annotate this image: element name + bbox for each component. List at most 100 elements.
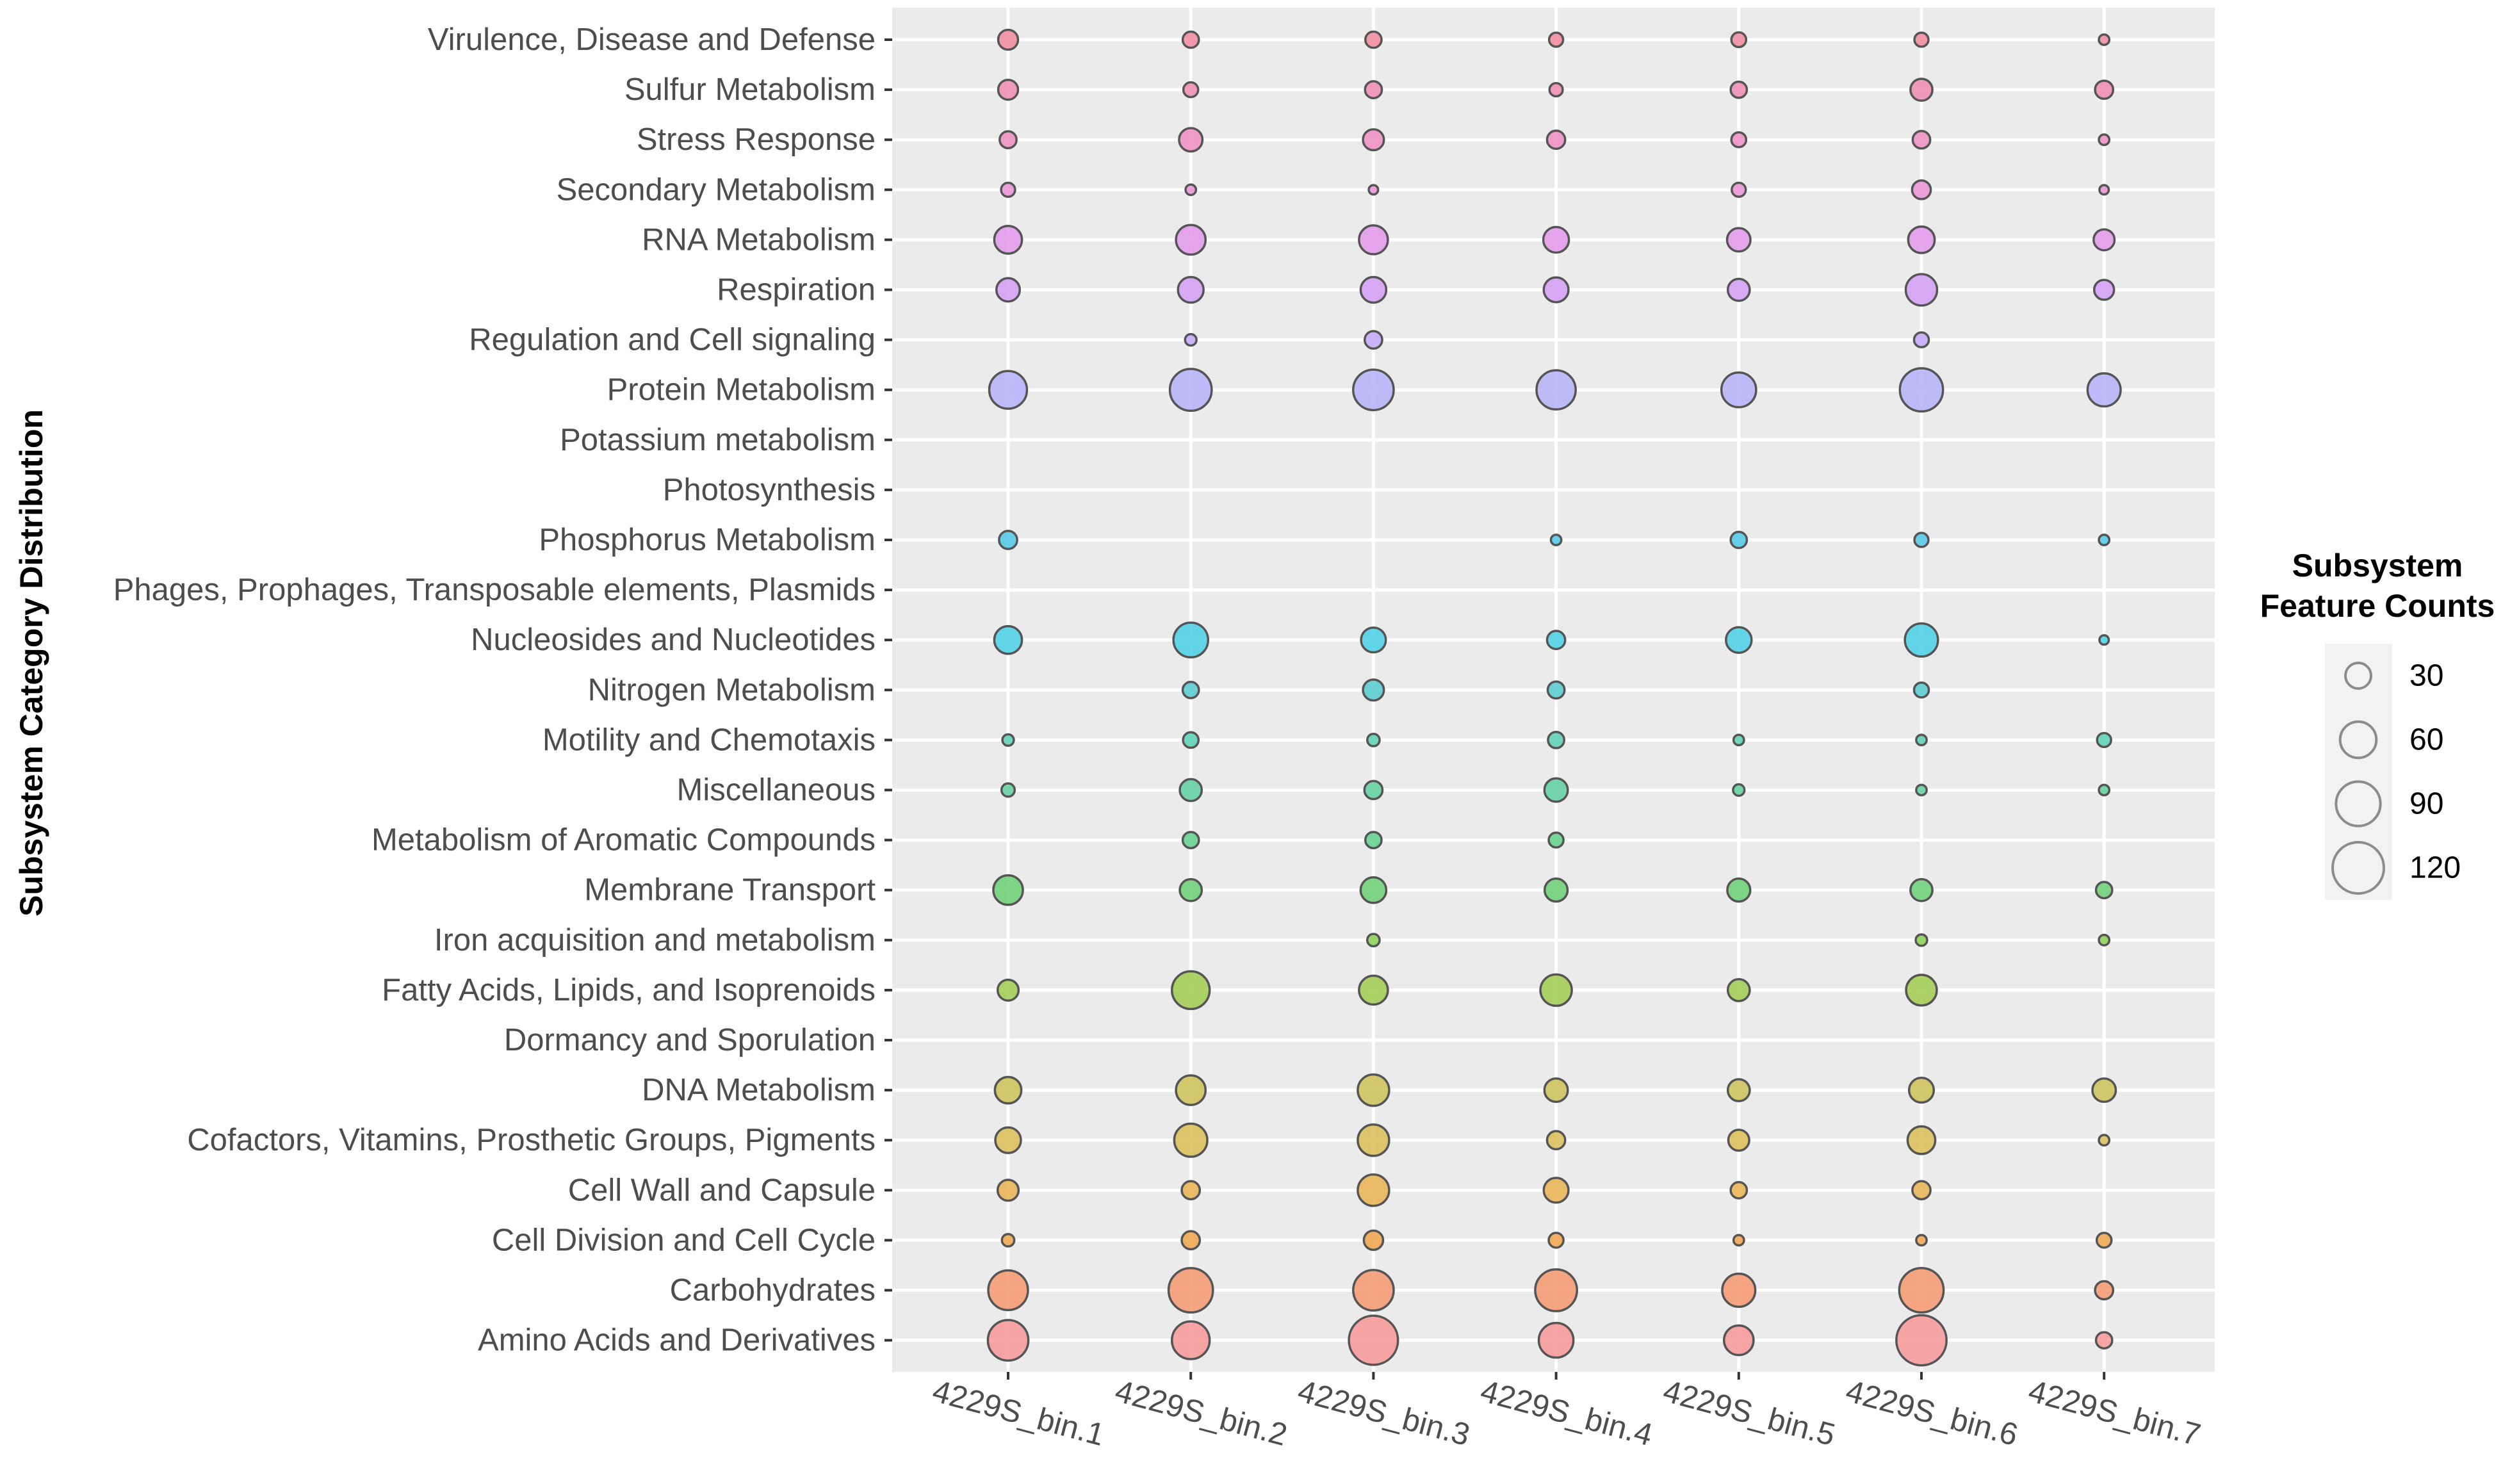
data-bubble (1365, 732, 1381, 747)
data-bubble (1172, 621, 1210, 659)
data-bubble (1367, 184, 1380, 196)
x-tick-label: 4229S_bin.6 (1842, 1374, 2021, 1453)
data-bubble (1000, 181, 1016, 198)
data-bubble (1359, 275, 1388, 304)
data-bubble (997, 28, 1020, 51)
y-tick-label: Nitrogen Metabolism (588, 673, 876, 707)
data-bubble (1726, 978, 1751, 1002)
legend-size-label: 60 (2409, 723, 2443, 757)
data-bubble (1359, 876, 1388, 904)
data-bubble (2094, 79, 2115, 100)
x-tick-label: 4229S_bin.4 (1477, 1374, 1656, 1453)
data-bubble (1000, 782, 1016, 798)
data-bubble (1173, 1122, 1209, 1158)
y-tick-label: Amino Acids and Derivatives (478, 1323, 876, 1358)
y-tick-label: Phosphorus Metabolism (539, 523, 876, 557)
data-bubble (1543, 877, 1569, 903)
data-bubble (1545, 129, 1567, 151)
data-bubble (2098, 133, 2111, 147)
data-bubble (1547, 31, 1565, 48)
x-tick-label: 4229S_bin.3 (1294, 1374, 1474, 1453)
y-tick-label: Respiration (717, 273, 876, 307)
x-tick-label: 4229S_bin.7 (2025, 1374, 2204, 1453)
data-bubble (994, 1126, 1022, 1154)
x-axis: 4229S_bin.1 4229S_bin.2 4229S_bin.3 4229S_b… (929, 1372, 2204, 1453)
data-bubble (1546, 680, 1566, 700)
data-bubble (1545, 630, 1567, 651)
y-tick-label: Phages, Prophages, Transposable elements… (113, 573, 876, 607)
data-bubble (1911, 129, 1932, 150)
data-bubble (1904, 273, 1939, 307)
data-bubble (2094, 1331, 2114, 1350)
data-bubble (1364, 80, 1383, 100)
data-bubble (1547, 831, 1565, 849)
data-bubble (2092, 279, 2115, 301)
data-bubble (2092, 228, 2116, 252)
data-bubble (998, 530, 1018, 550)
x-tick-label: 4229S_bin.1 (929, 1374, 1108, 1453)
data-bubble (1729, 80, 1749, 99)
y-tick-label: Metabolism of Aromatic Compounds (371, 823, 876, 858)
data-bubble (1171, 1320, 1211, 1360)
data-bubble (995, 277, 1022, 303)
data-bubble (2098, 534, 2111, 546)
data-bubble (1167, 1267, 1214, 1314)
y-tick-label: Iron acquisition and metabolism (434, 923, 876, 958)
y-tick-label: Potassium metabolism (560, 423, 876, 457)
data-bubble (993, 225, 1023, 255)
data-bubble (1915, 1234, 1928, 1247)
data-bubble (1181, 30, 1200, 49)
data-bubble (1909, 877, 1934, 902)
data-bubble (1907, 225, 1936, 254)
data-bubble (993, 624, 1023, 655)
y-tick-label: Photosynthesis (663, 473, 876, 507)
y-tick-label: RNA Metabolism (642, 222, 876, 257)
data-bubble (1357, 1073, 1390, 1107)
data-bubble (1362, 678, 1385, 702)
y-axis: Virulence, Disease and Defense Sulfur Met… (113, 22, 892, 1358)
legend-title-line-2: Feature Counts (2260, 588, 2495, 624)
data-bubble (1731, 181, 1747, 198)
data-bubble (2091, 1077, 2117, 1104)
data-bubble (2098, 33, 2111, 46)
data-bubble (1539, 973, 1573, 1007)
data-bubble (1357, 1123, 1390, 1157)
data-bubble (1358, 224, 1389, 256)
legend-size-label: 120 (2409, 851, 2461, 885)
data-bubble (2095, 1232, 2113, 1249)
data-bubble (1537, 1321, 1575, 1359)
data-bubble (1358, 974, 1389, 1006)
y-tick-label: Membrane Transport (584, 873, 876, 908)
data-bubble (1363, 779, 1384, 801)
legend-size-circle (2331, 841, 2385, 895)
data-bubble (2094, 881, 2114, 900)
data-bubble (1726, 877, 1752, 903)
data-bubble (1722, 1324, 1755, 1357)
data-bubble (1547, 1232, 1565, 1249)
data-bubble (2098, 783, 2111, 797)
data-bubble (2096, 731, 2112, 749)
data-bubble (1913, 532, 1930, 548)
data-bubble (1357, 1173, 1390, 1207)
data-bubble (1547, 731, 1566, 749)
data-bubble (1542, 225, 1570, 254)
data-bubble (2094, 1280, 2115, 1301)
legend-size-label: 90 (2409, 787, 2443, 821)
data-bubble (1352, 1269, 1395, 1312)
data-bubble (1730, 131, 1748, 149)
data-bubble (1184, 183, 1198, 197)
data-bubble (1725, 227, 1752, 253)
data-bubble (1905, 974, 1938, 1007)
data-bubble (1177, 275, 1205, 304)
data-bubble (1180, 1180, 1202, 1201)
y-tick-label: Sulfur Metabolism (624, 72, 876, 107)
data-bubble (1175, 224, 1207, 256)
data-bubble (1001, 733, 1015, 747)
data-bubble (988, 370, 1029, 410)
data-bubble (1543, 1077, 1569, 1104)
x-tick-label: 4229S_bin.2 (1111, 1374, 1291, 1453)
data-bubble (1534, 1268, 1579, 1312)
data-bubble (1732, 733, 1745, 747)
legend-size-circle (2335, 780, 2382, 828)
data-bubble (1898, 1267, 1945, 1314)
